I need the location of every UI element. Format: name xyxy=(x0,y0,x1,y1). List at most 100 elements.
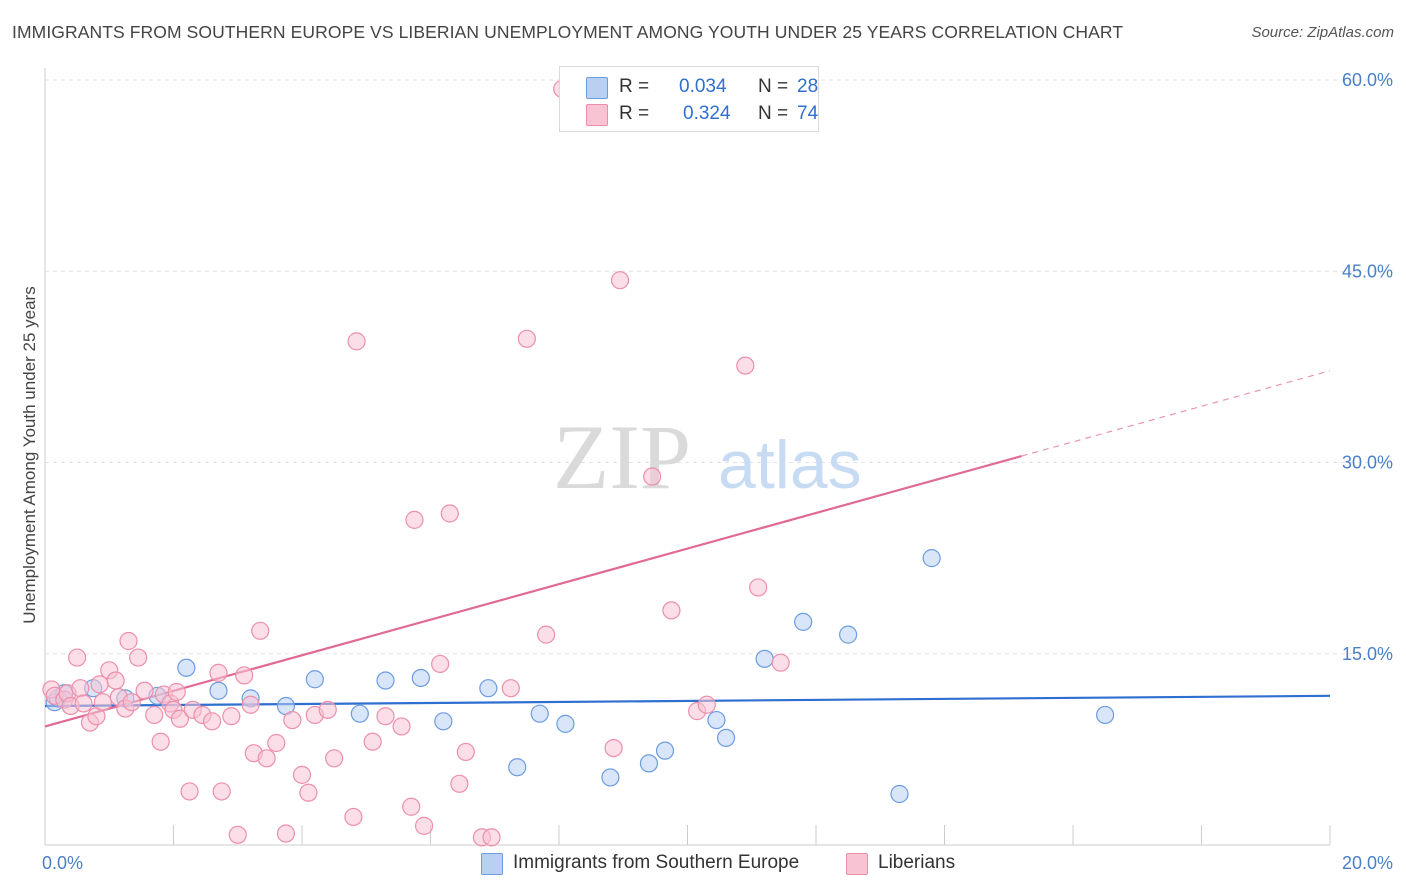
legend-r-value: 0.034 xyxy=(679,76,727,97)
liberians-point xyxy=(643,467,662,486)
liberians-point xyxy=(222,707,241,726)
immigrants-point xyxy=(556,714,575,733)
immigrants-point xyxy=(209,681,228,700)
immigrants-point xyxy=(434,712,453,731)
liberians-point xyxy=(517,329,536,348)
legend-r-label: R = xyxy=(619,103,650,124)
liberians-point xyxy=(662,601,681,620)
immigrants-point xyxy=(411,668,430,688)
y-axis-title: Unemployment Among Youth under 25 years xyxy=(20,286,39,623)
liberians-point xyxy=(405,510,424,529)
liberians-point xyxy=(276,824,296,843)
x-tick-label: 0.0% xyxy=(42,853,83,873)
liberians-point xyxy=(119,631,138,651)
liberians-point xyxy=(228,825,247,844)
liberians-point xyxy=(122,693,141,712)
liberians-point xyxy=(414,816,434,835)
liberians-point xyxy=(129,648,148,667)
liberians-point xyxy=(267,733,286,753)
liberians-point xyxy=(431,654,450,674)
immigrants-point xyxy=(716,728,736,748)
watermark-atlas: atlas xyxy=(718,427,862,503)
legend-swatch-blue xyxy=(586,77,608,99)
liberians-point xyxy=(74,694,93,713)
legend-n-label: N = xyxy=(758,76,789,97)
immigrants-point xyxy=(655,741,675,760)
y-tick-label: 15.0% xyxy=(1342,644,1393,664)
liberians-point xyxy=(440,504,459,523)
liberians-point xyxy=(749,578,768,597)
immigrants-point xyxy=(639,754,659,773)
legend-n-label: N = xyxy=(758,103,789,124)
liberians-point xyxy=(167,682,186,702)
x-tick-labels: 0.0% 20.0% xyxy=(42,853,1393,873)
liberians-point xyxy=(363,732,382,751)
immigrants-point xyxy=(794,612,813,631)
liberians-point xyxy=(135,681,154,700)
bottom-legend-swatch-pink xyxy=(846,853,868,875)
liberians-point xyxy=(537,625,556,644)
immigrants-point xyxy=(839,625,858,644)
immigrants-point xyxy=(479,679,498,698)
liberians-point xyxy=(292,765,312,784)
y-tick-label: 45.0% xyxy=(1342,261,1393,281)
liberians-point xyxy=(151,732,170,751)
grid-lines xyxy=(45,79,1392,655)
immigrants-point xyxy=(922,549,941,568)
liberians-point xyxy=(736,356,755,375)
legend-swatch-pink xyxy=(586,104,608,126)
bottom-legend-label: Immigrants from Southern Europe xyxy=(513,852,800,873)
liberians-point xyxy=(170,709,190,728)
immigrants-point xyxy=(755,649,774,668)
immigrants-point xyxy=(1096,705,1115,725)
liberians-point xyxy=(145,705,164,725)
immigrants-point xyxy=(350,704,369,723)
legend-r-label: R = xyxy=(619,76,650,97)
liberians-point xyxy=(610,271,630,290)
legend-n-value: 74 xyxy=(797,103,819,124)
series-immigrants-points xyxy=(45,549,1115,804)
liberians-point xyxy=(241,695,260,714)
immigrants-point xyxy=(707,710,726,730)
y-tick-label: 30.0% xyxy=(1342,453,1393,473)
liberians-point xyxy=(299,783,318,802)
source-label: Source: ZipAtlas.com xyxy=(1251,24,1394,41)
legend-r-value: 0.324 xyxy=(683,103,731,124)
liberians-point xyxy=(482,828,501,847)
liberians-point xyxy=(347,332,366,351)
liberians-point xyxy=(501,679,520,698)
liberians-point xyxy=(71,679,90,698)
liberians-point xyxy=(93,693,112,712)
bottom-legend-swatch-blue xyxy=(481,853,503,875)
correlation-legend: R = 0.034 N = 28 R = 0.324 N = 74 xyxy=(559,66,819,132)
liberians-point xyxy=(257,749,276,768)
liberians-point xyxy=(456,742,475,762)
liberians-point xyxy=(697,695,716,714)
series-liberians-points xyxy=(42,79,790,847)
liberians-point xyxy=(325,749,344,768)
immigrants-point xyxy=(305,670,324,689)
liberians-point xyxy=(604,738,623,758)
liberians-point xyxy=(106,671,125,690)
immigrants-point xyxy=(601,768,620,787)
immigrants-point xyxy=(530,704,549,723)
liberians-point xyxy=(202,712,222,731)
liberians-trend-line xyxy=(44,455,1022,728)
bottom-legend-label: Liberians xyxy=(878,852,956,873)
immigrants-point xyxy=(376,671,395,690)
liberians-point xyxy=(283,710,302,730)
liberians-point xyxy=(344,807,363,827)
liberians-point xyxy=(235,666,254,685)
legend-n-value: 28 xyxy=(797,76,819,97)
immigrants-point xyxy=(890,784,909,804)
liberians-point xyxy=(251,621,270,640)
chart-title: IMMIGRANTS FROM SOUTHERN EUROPE VS LIBER… xyxy=(12,22,1124,42)
liberians-point xyxy=(771,653,790,672)
watermark-zip: ZIP xyxy=(553,406,691,508)
liberians-point xyxy=(212,782,231,801)
liberians-point xyxy=(180,782,199,801)
watermark: ZIP atlas xyxy=(553,406,862,508)
x-tick-label: 20.0% xyxy=(1342,853,1393,873)
liberians-point xyxy=(402,797,421,816)
